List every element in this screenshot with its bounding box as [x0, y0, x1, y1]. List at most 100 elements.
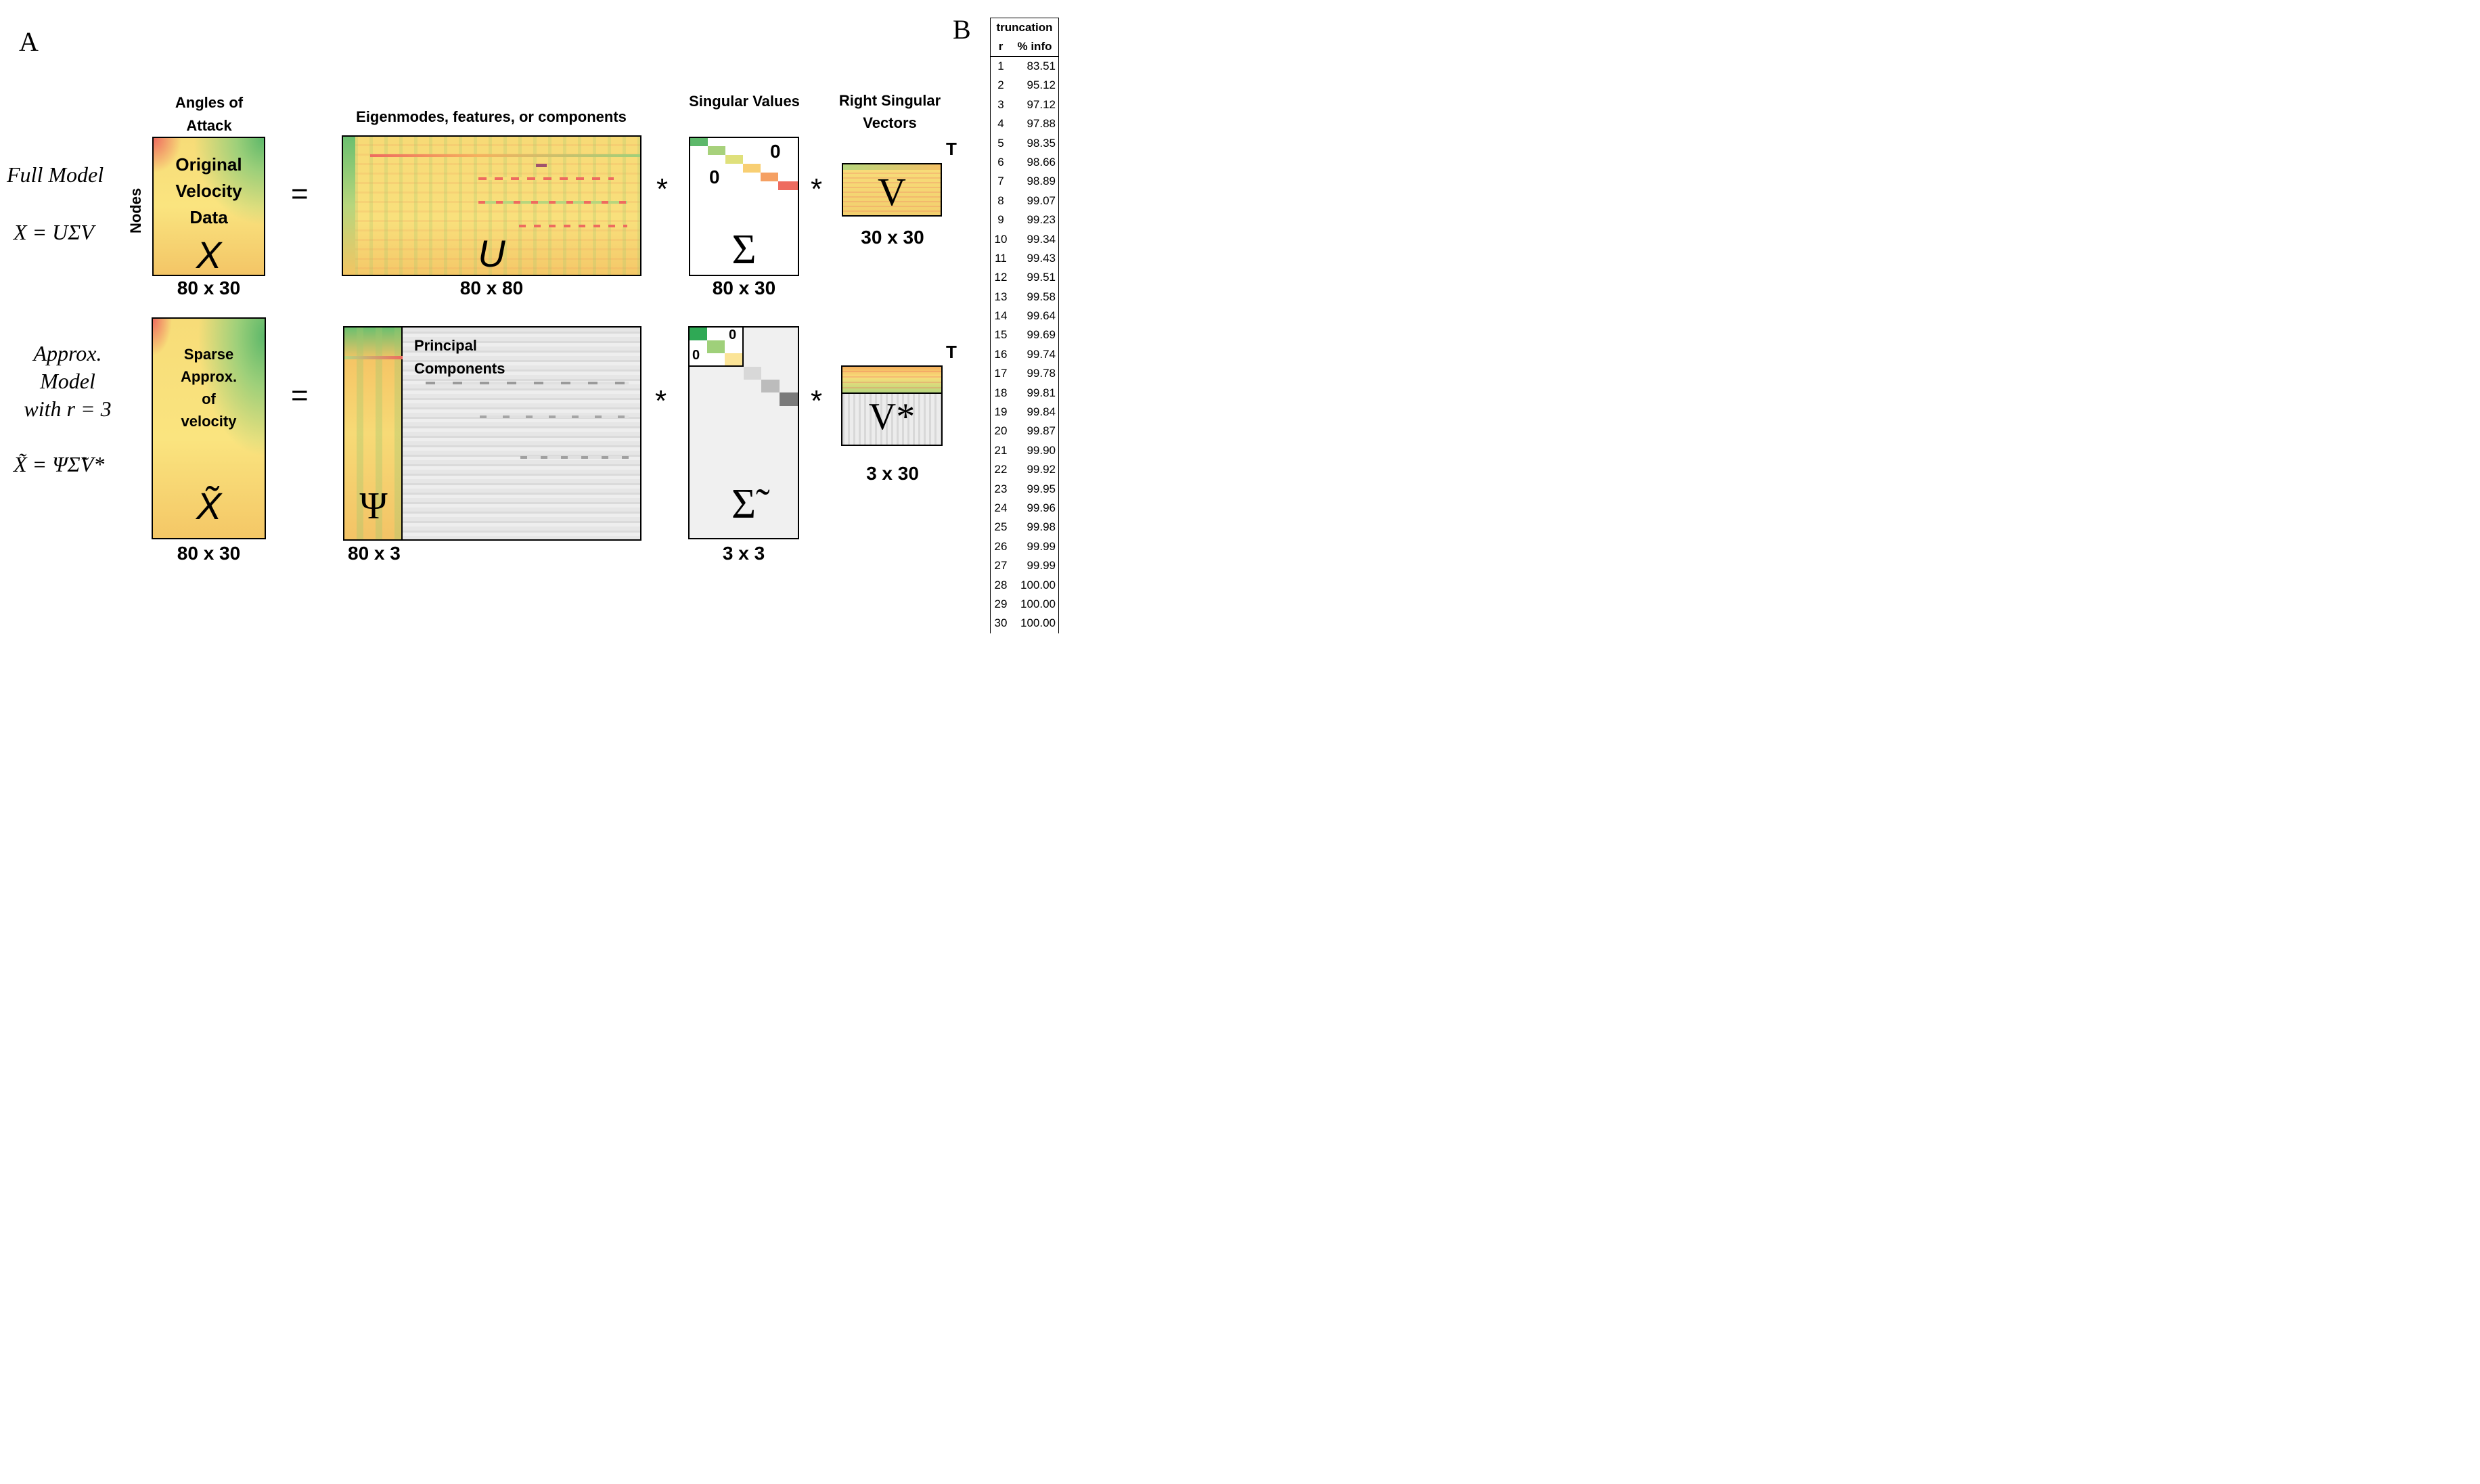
row-r-value: 29 [994, 597, 1008, 610]
approx-title-line: Approx. [33, 341, 102, 365]
nodes-label: Nodes [127, 187, 144, 233]
u-dim: 80 x 80 [459, 277, 524, 298]
table-row: 10 99.34 [991, 230, 1058, 249]
psi-symbol: Ψ [359, 485, 388, 527]
row-info-value: 97.88 [1027, 117, 1056, 131]
row-r-value: 19 [994, 405, 1008, 419]
panel-a-label: A [19, 26, 39, 57]
sigma-zero-lower: 0 [709, 166, 720, 187]
row-info-value: 100.00 [1020, 597, 1056, 610]
table-row: 22 99.92 [991, 460, 1058, 479]
sigma-approx-zero-lower: 0 [692, 348, 700, 363]
row-info-value: 99.99 [1027, 539, 1056, 553]
row-r-value: 4 [997, 117, 1004, 131]
table-row: 11 99.43 [991, 249, 1058, 268]
x-dim: 80 x 30 [177, 277, 241, 298]
sigma-matrix: 0 0 Σ [689, 137, 799, 276]
table-row: 18 99.81 [991, 384, 1058, 403]
full-model-equation: X = UΣV [14, 220, 94, 244]
row-r-value: 12 [994, 271, 1008, 284]
row-r-value: 30 [994, 616, 1008, 630]
row-r-value: 28 [994, 578, 1008, 591]
row-r-value: 2 [997, 78, 1004, 92]
row-info-value: 99.51 [1027, 271, 1056, 284]
truncation-table: truncation r % info 1 83.51 2 95.12 3 97.12 4 9… [990, 18, 1059, 633]
v-header: Right Singular Vectors [838, 92, 941, 131]
table-row: 5 98.35 [991, 134, 1058, 153]
v-star-transpose: T [946, 342, 957, 362]
row-info-value: 99.92 [1027, 463, 1056, 476]
row-r-value: 27 [994, 559, 1008, 572]
row-info-value: 99.90 [1027, 443, 1056, 457]
approx-equation: X̃ = ΨΣ̃V* [14, 452, 105, 476]
row-info-value: 99.64 [1027, 309, 1056, 323]
table-row: 30 100.00 [991, 614, 1058, 633]
row-r-value: 17 [994, 367, 1008, 380]
row-r-value: 1 [997, 60, 1004, 72]
sigma-dim: 80 x 30 [712, 277, 776, 298]
row-info-value: 97.12 [1027, 97, 1056, 111]
row-info-value: 99.43 [1027, 251, 1056, 265]
row-info-value: 98.66 [1027, 155, 1056, 168]
row-r-value: 8 [997, 194, 1004, 207]
table-row: 19 99.84 [991, 403, 1058, 422]
multiply-sign: * [811, 173, 823, 206]
x-inner-line: Original [175, 154, 242, 175]
sigma-approx-zero-upper: 0 [729, 328, 737, 342]
sigma-approx-symbol: Σ̃ [731, 481, 757, 527]
x-approx-inner-line: Sparse [183, 346, 234, 363]
u-header: Eigenmodes, features, or components [356, 108, 627, 125]
panel-b-label: B [953, 14, 971, 45]
row-info-value: 99.95 [1027, 482, 1056, 495]
table-row: 1 83.51 [991, 57, 1058, 76]
row-r-value: 15 [994, 328, 1008, 342]
row-r-value: 16 [994, 347, 1008, 361]
v-star-symbol: V* [868, 396, 916, 438]
x-inner-line: Velocity [175, 181, 242, 201]
table-row: 28 100.00 [991, 576, 1058, 595]
x-approx-inner-line: velocity [181, 413, 237, 430]
sigma-zero-upper: 0 [770, 141, 781, 162]
table-row: 20 99.87 [991, 422, 1058, 441]
table-row: 23 99.95 [991, 480, 1058, 499]
x-header: Angles of Attack [175, 94, 244, 134]
row-info-value: 99.23 [1027, 213, 1056, 227]
row-r-value: 24 [994, 501, 1008, 514]
row-r-value: 25 [994, 520, 1008, 534]
table-row: 27 99.99 [991, 556, 1058, 575]
pc-label-line: Components [414, 360, 505, 377]
sigma-approx-dim: 3 x 3 [722, 543, 765, 564]
approx-title-line: with r = 3 [24, 397, 112, 421]
psi-dim: 80 x 3 [348, 543, 401, 564]
x-approx-inner-line: Approx. [180, 368, 238, 385]
row-r-value: 9 [997, 213, 1004, 227]
col-r-header: r [998, 40, 1004, 53]
v-star-matrix: V* [841, 365, 943, 446]
row-r-value: 14 [994, 309, 1008, 323]
table-row: 17 99.78 [991, 364, 1058, 383]
u-matrix: U [342, 135, 641, 276]
row-info-value: 99.07 [1027, 194, 1056, 207]
row-r-value: 7 [997, 175, 1004, 188]
row-r-value: 26 [994, 539, 1008, 553]
v-star-dim: 3 x 30 [866, 463, 919, 484]
u-symbol: U [478, 232, 505, 275]
table-row: 4 97.88 [991, 114, 1058, 133]
full-model-title: Full Model [7, 162, 104, 187]
row-info-value: 98.89 [1027, 175, 1056, 188]
x-approx-dim: 80 x 30 [177, 543, 241, 564]
row-info-value: 99.58 [1027, 290, 1056, 303]
table-row: 12 99.51 [991, 268, 1058, 287]
table-row: 13 99.58 [991, 288, 1058, 307]
row-info-value: 99.99 [1027, 559, 1056, 572]
table-row: 15 99.69 [991, 325, 1058, 344]
x-inner-line: Data [189, 207, 228, 227]
sigma-approx-matrix: 0 0 Σ̃ [688, 326, 799, 539]
truncation-title: truncation [996, 21, 1053, 34]
multiply-sign: * [656, 173, 669, 206]
table-row: 3 97.12 [991, 95, 1058, 114]
row-info-value: 99.87 [1027, 424, 1056, 438]
x-symbol: X [196, 233, 222, 276]
sigma-symbol: Σ [731, 227, 757, 273]
row-info-value: 100.00 [1020, 578, 1056, 591]
